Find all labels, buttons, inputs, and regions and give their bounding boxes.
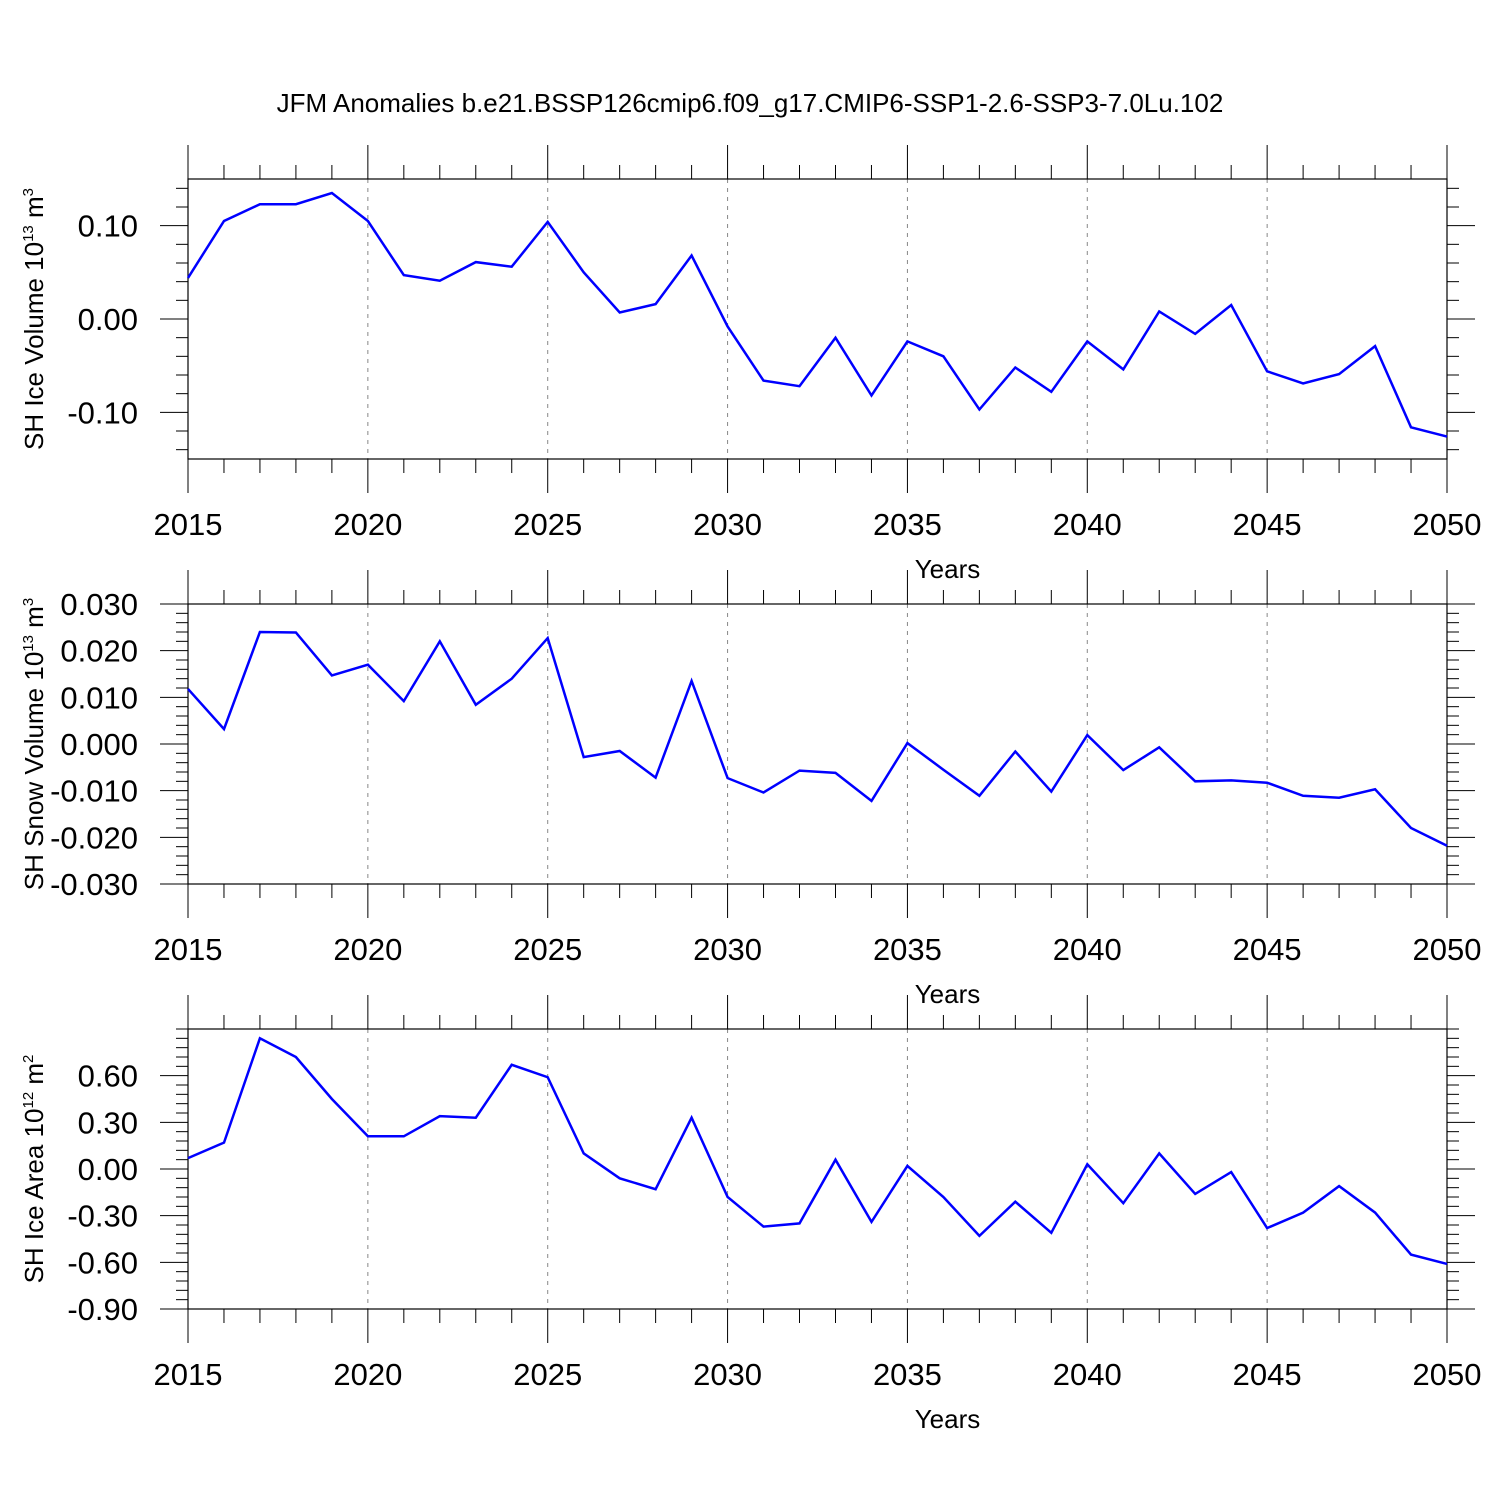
x-tick-label: 2040 bbox=[1053, 932, 1122, 967]
y-tick-label: 0.30 bbox=[78, 1105, 138, 1140]
x-axis-label: Years bbox=[915, 979, 981, 1009]
chart-title: JFM Anomalies b.e21.BSSP126cmip6.f09_g17… bbox=[276, 88, 1224, 118]
y-tick-label: -0.010 bbox=[50, 774, 138, 809]
x-tick-label: 2040 bbox=[1053, 507, 1122, 542]
panel-2: 2015 2020 2025 2030 2035 2040 2045 2050 Years 0.0… bbox=[19, 570, 1481, 1009]
y-tick-label: 0.020 bbox=[60, 634, 138, 669]
x-tick-label: 2020 bbox=[333, 1357, 402, 1392]
y-tick-label: 0.000 bbox=[60, 727, 138, 762]
y-tick-label: -0.60 bbox=[67, 1245, 138, 1280]
x-tick-label: 2050 bbox=[1413, 1357, 1482, 1392]
x-tick-label: 2050 bbox=[1413, 932, 1482, 967]
y-tick-label: -0.90 bbox=[67, 1292, 138, 1327]
plot-frame bbox=[187, 603, 1448, 885]
x-tick-label: 2015 bbox=[154, 932, 223, 967]
x-tick-label: 2035 bbox=[873, 932, 942, 967]
plot-frame bbox=[187, 178, 1448, 460]
series-line bbox=[186, 191, 1448, 438]
y-tick-label: -0.30 bbox=[67, 1199, 138, 1234]
panel-1: 2015 2020 2025 2030 2035 2040 2045 2050 Years 0.1… bbox=[19, 145, 1481, 584]
x-axis-label: Years bbox=[915, 1404, 981, 1434]
x-tick-label: 2045 bbox=[1233, 932, 1302, 967]
x-tick-label: 2040 bbox=[1053, 1357, 1122, 1392]
y-tick-label: 0.010 bbox=[60, 680, 138, 715]
x-axis-label: Years bbox=[915, 554, 981, 584]
y-tick-label: 0.00 bbox=[78, 302, 138, 337]
x-tick-label: 2030 bbox=[693, 507, 762, 542]
x-tick-label: 2030 bbox=[693, 1357, 762, 1392]
x-tick-label: 2025 bbox=[513, 932, 582, 967]
y-axis-label: SH Ice Volume 1013 m3 bbox=[19, 188, 49, 450]
y-tick-label: 0.030 bbox=[60, 587, 138, 622]
x-tick-label: 2045 bbox=[1233, 1357, 1302, 1392]
y-tick-label: 0.60 bbox=[78, 1059, 138, 1094]
panel-3: 2015 2020 2025 2030 2035 2040 2045 2050 Years 0.6… bbox=[19, 995, 1481, 1434]
y-tick-label: 0.00 bbox=[78, 1152, 138, 1187]
series-line bbox=[187, 1036, 1448, 1266]
y-tick-label: -0.020 bbox=[50, 820, 138, 855]
x-tick-label: 2030 bbox=[693, 932, 762, 967]
y-axis-label: SH Snow Volume 1013 m3 bbox=[19, 598, 49, 890]
x-tick-label: 2035 bbox=[873, 1357, 942, 1392]
series-line bbox=[187, 630, 1448, 847]
x-tick-label: 2045 bbox=[1233, 507, 1302, 542]
y-tick-label: -0.030 bbox=[50, 867, 138, 902]
x-tick-label: 2050 bbox=[1413, 507, 1482, 542]
y-axis-label: SH Ice Area 1012 m2 bbox=[19, 1055, 49, 1284]
x-tick-label: 2015 bbox=[154, 1357, 223, 1392]
x-tick-label: 2015 bbox=[154, 507, 223, 542]
plot-frame bbox=[187, 1028, 1448, 1310]
y-tick-label: -0.10 bbox=[67, 395, 138, 430]
x-tick-label: 2020 bbox=[333, 507, 402, 542]
x-tick-label: 2025 bbox=[513, 1357, 582, 1392]
x-tick-label: 2035 bbox=[873, 507, 942, 542]
x-tick-label: 2025 bbox=[513, 507, 582, 542]
y-tick-label: 0.10 bbox=[78, 209, 138, 244]
x-tick-label: 2020 bbox=[333, 932, 402, 967]
